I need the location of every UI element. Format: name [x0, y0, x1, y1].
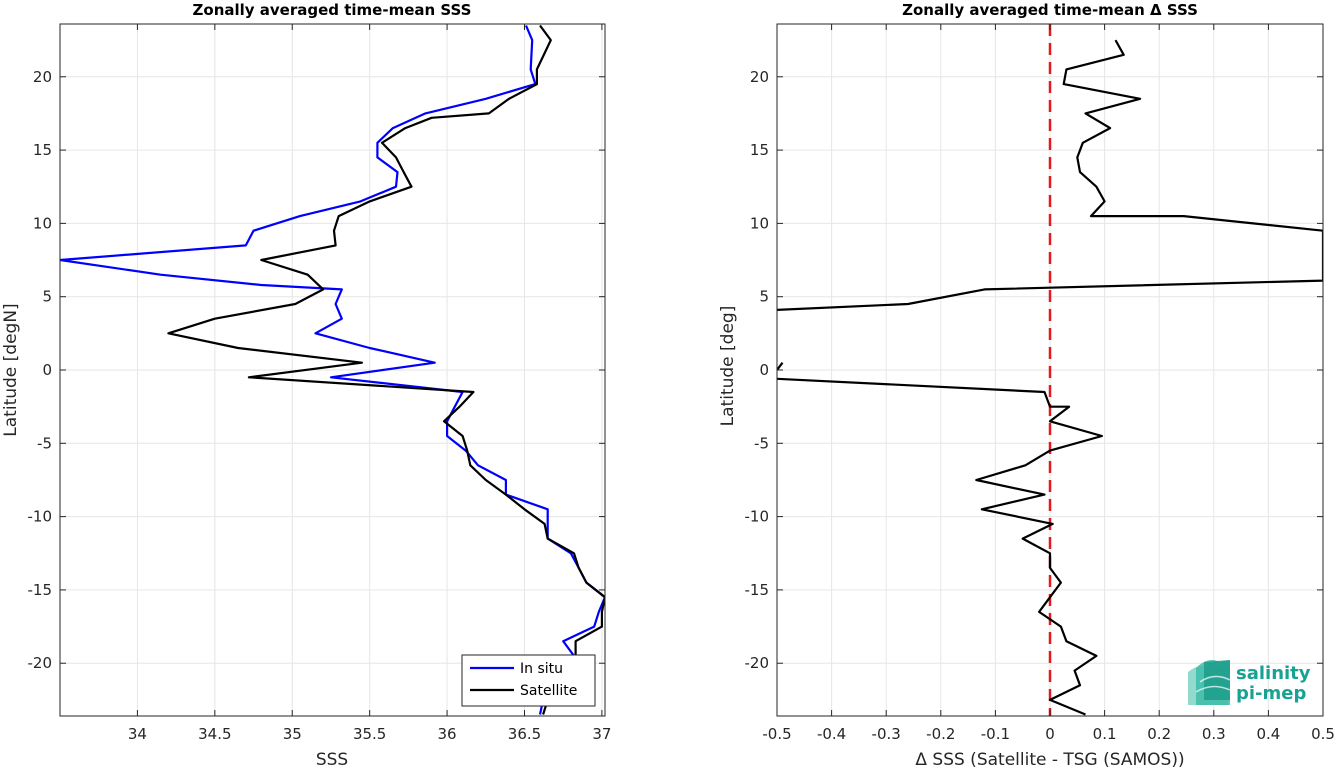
- left-y-tick-label: 0: [42, 361, 52, 379]
- logo-text-line1: salinity: [1236, 663, 1311, 684]
- right-y-tick-label: -10: [745, 508, 770, 526]
- right-x-tick-label: 0.4: [1256, 725, 1280, 743]
- logo-wave-icon: [1188, 660, 1231, 705]
- right-x-tick-label: 0.5: [1311, 725, 1335, 743]
- right-x-tick-label: 0.2: [1147, 725, 1171, 743]
- right-x-tick-label: -0.1: [981, 725, 1010, 743]
- left-x-tick-label: 34: [128, 725, 147, 743]
- legend-box: [461, 654, 596, 707]
- left-y-tick-label: 5: [42, 288, 52, 306]
- right-x-tick-label: 0: [1045, 725, 1055, 743]
- left-x-tick-label: 35: [283, 725, 302, 743]
- right-x-axis-label: Δ SSS (Satellite - TSG (SAMOS)): [915, 750, 1184, 769]
- right-y-tick-label: -15: [745, 581, 770, 599]
- right-series-segment-2: [777, 362, 784, 371]
- right-x-tick-label: -0.5: [762, 725, 791, 743]
- right-y-tick-label: 15: [750, 141, 769, 159]
- left-y-tick-label: 20: [33, 68, 52, 86]
- right-ticks: -0.5 -0.4 -0.3 -0.2 -0.1 0 0.1 0.2 0.3 0.4 0.5 -20 -…: [745, 24, 1335, 743]
- left-panel: 34 34.5 35 35.5 36 36.5 37-20-15-10-505101520 …: [1, 1, 611, 769]
- right-x-tick-label: -0.4: [817, 725, 846, 743]
- right-y-tick-label: -20: [745, 654, 770, 672]
- right-series-layer: [777, 24, 1323, 716]
- right-y-tick-label: 20: [750, 68, 769, 86]
- legend-label-in-situ: In situ: [520, 661, 563, 677]
- left-x-tick-label: 37: [592, 725, 611, 743]
- logo-text-line2: pi-mep: [1236, 683, 1306, 704]
- left-series-satellite: [167, 24, 605, 715]
- left-x-tick-label: 35.5: [353, 725, 386, 743]
- left-y-tick-label: -15: [28, 581, 53, 599]
- left-grid: [60, 24, 605, 716]
- right-x-tick-label: -0.2: [926, 725, 955, 743]
- salinity-pi-mep-logo: salinity pi-mep: [1188, 660, 1311, 705]
- left-y-tick-label: -20: [28, 654, 53, 672]
- right-y-tick-label: -5: [754, 434, 769, 452]
- left-y-tick-label: -5: [37, 434, 52, 452]
- right-y-axis-label: Latitude [deg]: [718, 306, 738, 427]
- left-x-axis-label: SSS: [316, 750, 348, 769]
- right-x-tick-label: -0.3: [872, 725, 901, 743]
- right-series-segment-3: [777, 377, 1104, 716]
- legend-label-satellite: Satellite: [520, 683, 577, 699]
- left-x-tick-label: 34.5: [198, 725, 231, 743]
- left-legend: In situ Satellite: [461, 654, 596, 707]
- left-ticks: 34 34.5 35 35.5 36 36.5 37 -20 -15 -10 -5 0 5 10 15 20: [28, 24, 611, 743]
- right-y-tick-label: 0: [759, 361, 769, 379]
- left-y-tick-label: 15: [33, 141, 52, 159]
- right-x-tick-label: 0.3: [1202, 725, 1226, 743]
- right-panel: -0.5 -0.4 -0.3 -0.2 -0.1 0 0.1 0.2 0.3 0.4 0.5 -20 -…: [718, 1, 1335, 769]
- left-series-layer: [60, 24, 605, 715]
- left-x-tick-label: 36.5: [508, 725, 541, 743]
- left-y-axis-label: Latitude [degN]: [1, 303, 21, 436]
- left-chart-title: Zonally averaged time-mean SSS: [193, 1, 472, 19]
- right-series-segment-1: [777, 39, 1323, 311]
- right-chart-title: Zonally averaged time-mean Δ SSS: [902, 1, 1198, 19]
- left-x-tick-label: 36: [438, 725, 457, 743]
- right-y-tick-label: 10: [750, 214, 769, 232]
- right-x-tick-label: 0.1: [1093, 725, 1117, 743]
- right-y-tick-label: 5: [759, 288, 769, 306]
- left-y-tick-label: -10: [28, 508, 53, 526]
- left-y-tick-label: 10: [33, 214, 52, 232]
